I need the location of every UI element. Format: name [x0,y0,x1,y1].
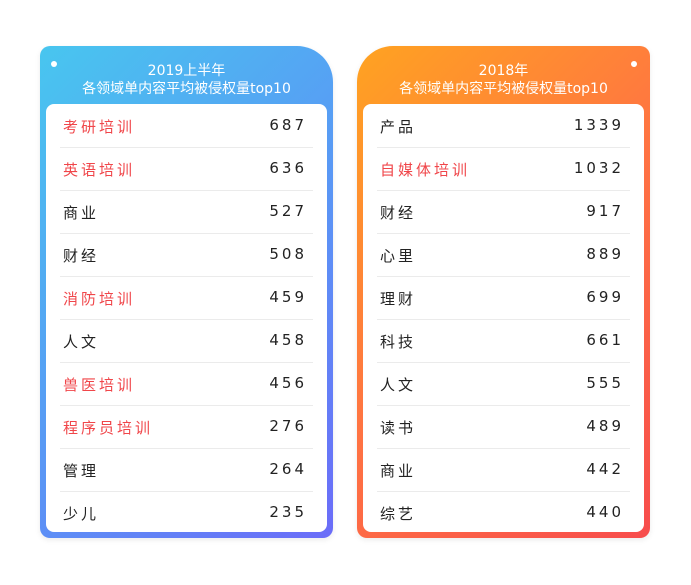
list-item: 心里 889 [377,233,630,277]
item-name: 人文 [380,376,417,394]
item-name: 兽医培训 [63,376,136,394]
list-item: 考研培训 687 [60,104,313,148]
item-name: 读书 [380,419,417,437]
list-item: 程序员培训 276 [60,405,313,449]
item-value: 917 [586,202,624,220]
item-name: 英语培训 [63,161,136,179]
card-title-line2: 各领域单内容平均被侵权量top10 [399,81,608,97]
item-value: 889 [586,245,624,263]
item-name: 产品 [380,118,417,136]
item-name: 理财 [380,290,417,308]
item-name: 商业 [63,204,100,222]
item-value: 636 [269,159,307,177]
item-name: 自媒体培训 [380,161,471,179]
list-item: 商业 442 [377,448,630,492]
list-item: 少儿 235 [60,491,313,534]
list-item: 财经 917 [377,190,630,234]
list-item: 管理 264 [60,448,313,492]
item-name: 管理 [63,462,100,480]
item-value: 459 [269,288,307,306]
list-item: 综艺 440 [377,491,630,534]
list-item: 读书 489 [377,405,630,449]
item-name: 程序员培训 [63,419,154,437]
list-item: 自媒体培训 1032 [377,147,630,191]
item-name: 考研培训 [63,118,136,136]
item-value: 1339 [573,116,624,134]
ranking-list: 产品 1339 自媒体培训 1032 财经 917 心里 889 理财 699 … [363,104,644,532]
card-title: 2018年 各领域单内容平均被侵权量top10 [357,62,650,98]
item-value: 235 [269,503,307,521]
item-value: 489 [586,417,624,435]
item-value: 442 [586,460,624,478]
item-name: 财经 [380,204,417,222]
list-item: 产品 1339 [377,104,630,148]
list-item: 英语培训 636 [60,147,313,191]
item-name: 人文 [63,333,100,351]
item-name: 商业 [380,462,417,480]
item-value: 699 [586,288,624,306]
item-value: 276 [269,417,307,435]
item-name: 心里 [380,247,417,265]
ranking-card-2019-h1: 2019上半年 各领域单内容平均被侵权量top10 考研培训 687 英语培训 … [40,46,333,538]
ranking-list: 考研培训 687 英语培训 636 商业 527 财经 508 消防培训 459… [46,104,327,532]
list-item: 兽医培训 456 [60,362,313,406]
item-value: 1032 [573,159,624,177]
item-name: 财经 [63,247,100,265]
card-title-line1: 2018年 [478,63,529,79]
item-value: 264 [269,460,307,478]
card-title-line1: 2019上半年 [147,63,226,79]
item-value: 661 [586,331,624,349]
decorative-dot [631,61,637,67]
list-item: 科技 661 [377,319,630,363]
item-value: 555 [586,374,624,392]
item-value: 687 [269,116,307,134]
list-item: 财经 508 [60,233,313,277]
ranking-card-2018: 2018年 各领域单内容平均被侵权量top10 产品 1339 自媒体培训 10… [357,46,650,538]
list-item: 理财 699 [377,276,630,320]
card-title-line2: 各领域单内容平均被侵权量top10 [82,81,291,97]
item-name: 消防培训 [63,290,136,308]
card-title: 2019上半年 各领域单内容平均被侵权量top10 [40,62,333,98]
item-value: 527 [269,202,307,220]
item-value: 456 [269,374,307,392]
list-item: 商业 527 [60,190,313,234]
item-value: 458 [269,331,307,349]
item-value: 440 [586,503,624,521]
list-item: 人文 458 [60,319,313,363]
item-value: 508 [269,245,307,263]
list-item: 人文 555 [377,362,630,406]
item-name: 综艺 [380,505,417,523]
list-item: 消防培训 459 [60,276,313,320]
item-name: 少儿 [63,505,100,523]
item-name: 科技 [380,333,417,351]
decorative-dot [51,61,57,67]
